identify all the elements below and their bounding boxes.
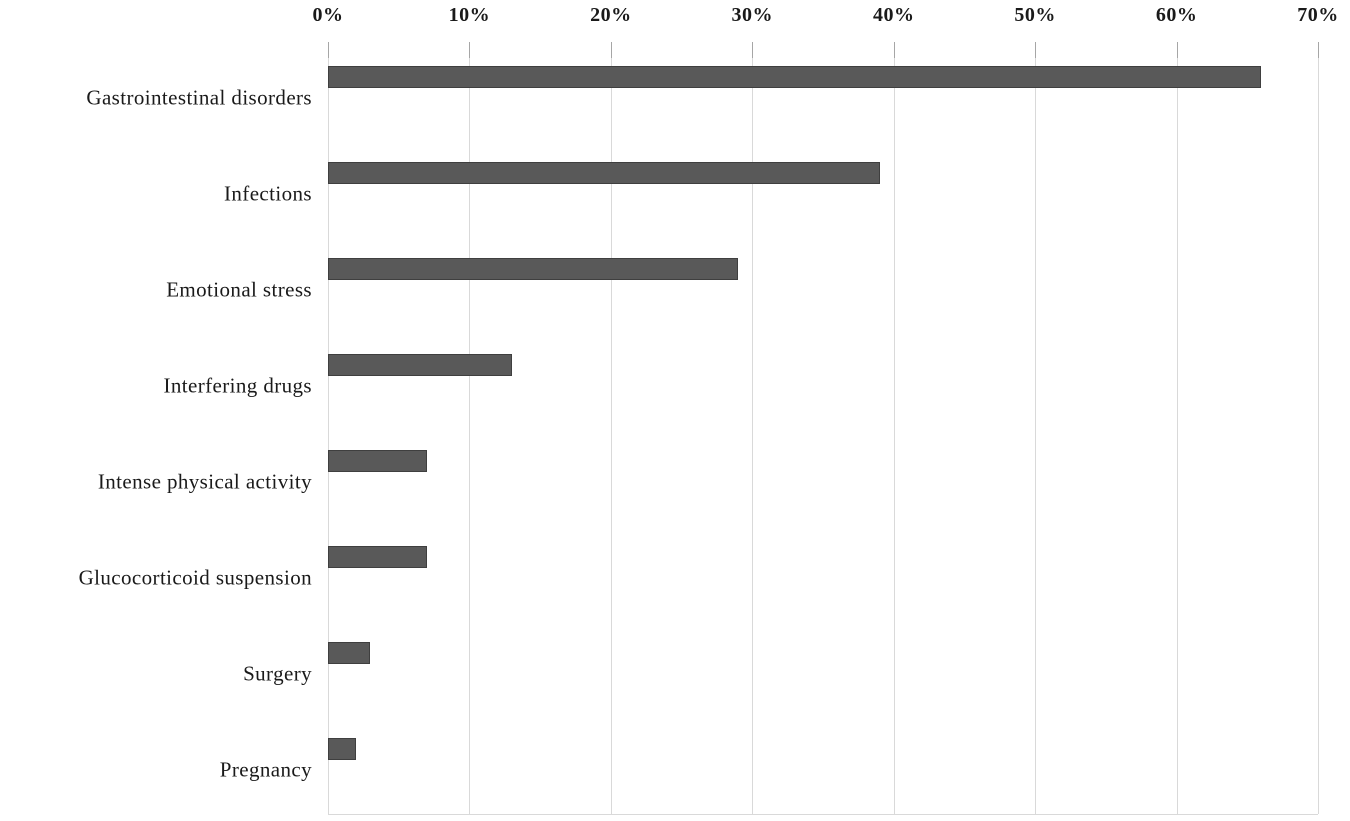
axis-tick	[893, 42, 895, 58]
gridline	[610, 46, 612, 814]
gridline	[752, 46, 754, 814]
x-axis-tick-label: 10%	[448, 4, 491, 26]
gridline	[1318, 46, 1319, 814]
bar-interfering-drugs	[328, 354, 512, 376]
gridline	[893, 46, 895, 814]
category-label: Interfering drugs	[163, 373, 312, 398]
category-label: Pregnancy	[219, 757, 312, 782]
category-label: Surgery	[243, 661, 312, 686]
bar-row: Infections	[0, 142, 1350, 238]
category-label: Intense physical activity	[97, 469, 312, 494]
gridline	[1176, 46, 1178, 814]
axis-tick	[1035, 42, 1037, 58]
axis-tick	[1318, 42, 1319, 58]
x-axis-tick-label: 0%	[312, 4, 344, 26]
bar-pregnancy	[328, 738, 357, 760]
category-label: Gastrointestinal disorders	[86, 85, 312, 110]
gridline	[469, 46, 471, 814]
x-axis-tick-label: 50%	[1014, 4, 1056, 26]
x-axis-tick-label: 40%	[872, 4, 915, 26]
gridline	[1035, 46, 1037, 814]
x-axis-tick-label: 70%	[1297, 4, 1339, 26]
bar-row: Intense physical activity	[0, 430, 1350, 526]
bar-surgery	[328, 642, 371, 664]
bar-row: Surgery	[0, 622, 1350, 718]
category-label: Glucocorticoid suspension	[78, 565, 312, 590]
bar-gastrointestinal-disorders	[328, 66, 1262, 88]
axis-tick	[328, 42, 329, 58]
category-label: Infections	[224, 181, 312, 206]
x-axis-tick-label: 30%	[731, 4, 774, 26]
bar-infections	[328, 162, 880, 184]
bar-row: Glucocorticoid suspension	[0, 526, 1350, 622]
bar-row: Emotional stress	[0, 238, 1350, 334]
bar-row: Gastrointestinal disorders	[0, 46, 1350, 142]
gridline	[328, 46, 329, 814]
x-axis-tick-label: 60%	[1155, 4, 1198, 26]
bar-row: Pregnancy	[0, 718, 1350, 814]
bar-glucocorticoid-suspension	[328, 546, 427, 568]
axis-tick	[1176, 42, 1178, 58]
plot-area	[328, 42, 1319, 815]
bar-emotional-stress	[328, 258, 739, 280]
axis-tick	[469, 42, 471, 58]
x-axis-tick-label: 20%	[590, 4, 632, 26]
bar-intense-physical-activity	[328, 450, 427, 472]
axis-tick	[752, 42, 754, 58]
axis-tick	[610, 42, 612, 58]
category-label: Emotional stress	[166, 277, 312, 302]
bar-row: Interfering drugs	[0, 334, 1350, 430]
